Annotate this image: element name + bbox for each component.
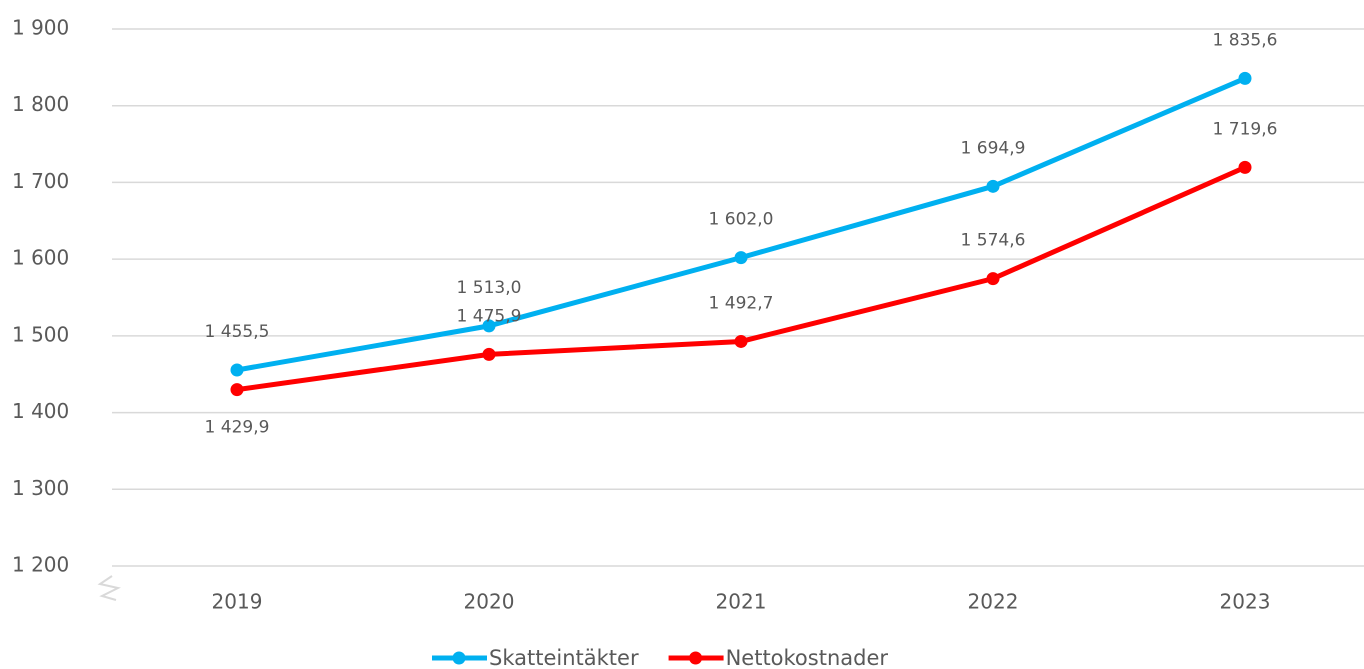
- data-point: [230, 383, 244, 397]
- y-tick-label: 1 300: [12, 476, 69, 500]
- x-tick-label: 2019: [212, 590, 263, 614]
- y-tick-label: 1 600: [12, 246, 69, 270]
- y-tick-label: 1 900: [12, 16, 69, 40]
- data-label: 1 429,9: [205, 418, 270, 438]
- data-point: [734, 334, 748, 348]
- y-tick-label: 1 400: [12, 399, 69, 423]
- data-label: 1 513,0: [457, 278, 522, 298]
- x-tick-label: 2020: [464, 590, 515, 614]
- data-point: [986, 272, 1000, 286]
- data-label: 1 574,6: [961, 231, 1026, 251]
- axis-break: [97, 575, 121, 601]
- y-tick-label: 1 500: [12, 322, 69, 346]
- data-label: 1 492,7: [709, 293, 774, 313]
- x-tick-label: 2022: [968, 590, 1019, 614]
- y-tick-label: 1 700: [12, 169, 69, 193]
- data-point: [482, 319, 496, 333]
- y-tick-label: 1 200: [12, 553, 69, 577]
- data-point: [230, 363, 244, 377]
- data-point: [482, 347, 496, 361]
- x-tick-label: 2021: [716, 590, 767, 614]
- legend-marker: [689, 651, 703, 665]
- data-point: [1238, 160, 1252, 174]
- data-label: 1 475,9: [457, 306, 522, 326]
- data-label: 1 835,6: [1213, 30, 1278, 50]
- x-tick-label: 2023: [1220, 590, 1271, 614]
- series-line: [236, 165, 1247, 393]
- legend-marker: [452, 651, 466, 665]
- data-label: 1 602,0: [709, 210, 774, 230]
- legend-label: Skatteintäkter: [489, 646, 639, 669]
- data-point: [986, 179, 1000, 193]
- data-point: [734, 251, 748, 265]
- data-label: 1 694,9: [961, 138, 1026, 158]
- y-tick-label: 1 800: [12, 92, 69, 116]
- data-label: 1 455,5: [205, 322, 270, 342]
- data-point: [1238, 71, 1252, 85]
- legend-label: Nettokostnader: [726, 646, 889, 669]
- data-label: 1 719,6: [1213, 119, 1278, 139]
